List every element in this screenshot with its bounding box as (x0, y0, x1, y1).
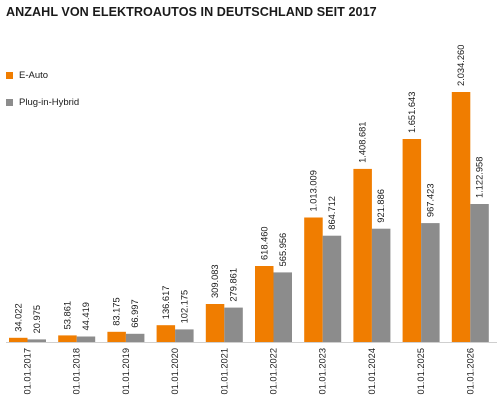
bar-plug-in-hybrid-8 (421, 223, 440, 342)
legend-swatch-plug-in-hybrid (6, 98, 13, 106)
bar-e-auto-9 (451, 92, 471, 342)
x-tick-label-3: 01.01.2020 (170, 348, 180, 395)
bar-e-auto-6 (304, 217, 323, 342)
data-label-plug-in-hybrid-5: 565.956 (278, 233, 288, 267)
legend-label-e-auto: E-Auto (19, 69, 49, 81)
bar-e-auto-8 (402, 139, 422, 342)
x-tick-label-1: 01.01.2018 (72, 348, 82, 395)
bar-plug-in-hybrid-0 (27, 339, 46, 342)
bar-e-auto-7 (353, 168, 372, 342)
x-tick-label-4: 01.01.2021 (219, 348, 229, 395)
x-tick-label-9: 01.01.2026 (465, 348, 475, 395)
chart-title: ANZAHL VON ELEKTROAUTOS IN DEUTSCHLAND S… (6, 5, 377, 19)
data-label-plug-in-hybrid-8: 967.423 (425, 183, 435, 217)
data-label-e-auto-5: 618.460 (259, 226, 269, 260)
legend: E-Auto Plug-in-Hybrid (6, 68, 79, 122)
bar-e-auto-4 (205, 304, 225, 342)
bar-plug-in-hybrid-2 (125, 333, 145, 342)
x-tick-label-0: 01.01.2017 (23, 348, 33, 395)
data-label-plug-in-hybrid-7: 921.886 (376, 189, 386, 223)
bar-e-auto-3 (156, 325, 176, 342)
data-label-plug-in-hybrid-6: 864.712 (327, 196, 337, 230)
legend-label-plug-in-hybrid: Plug-in-Hybrid (19, 96, 80, 108)
data-label-plug-in-hybrid-2: 66.997 (130, 299, 140, 327)
bar-plug-in-hybrid-3 (175, 329, 194, 342)
x-tick-label-5: 01.01.2022 (269, 348, 279, 395)
legend-swatch-e-auto (6, 71, 13, 79)
data-label-e-auto-7: 1.408.681 (358, 122, 368, 163)
data-label-e-auto-1: 53.861 (63, 301, 73, 329)
bar-plug-in-hybrid-6 (322, 235, 342, 342)
data-label-e-auto-9: 2.034.260 (456, 45, 466, 86)
x-tick-label-2: 01.01.2019 (121, 348, 131, 395)
x-tick-label-8: 01.01.2025 (416, 348, 426, 395)
legend-item-e-auto: E-Auto (6, 68, 79, 82)
data-label-e-auto-0: 34.022 (13, 303, 23, 331)
bar-plug-in-hybrid-4 (224, 307, 243, 342)
data-label-plug-in-hybrid-9: 1.122.958 (475, 157, 485, 198)
bar-e-auto-2 (107, 331, 126, 342)
bar-plug-in-hybrid-7 (371, 228, 391, 342)
data-label-e-auto-8: 1.651.643 (407, 92, 417, 133)
data-label-plug-in-hybrid-4: 279.861 (229, 268, 239, 302)
data-label-e-auto-3: 136.617 (161, 286, 171, 320)
bar-plug-in-hybrid-9 (470, 204, 489, 342)
bar-plug-in-hybrid-1 (76, 336, 96, 342)
bar-e-auto-0 (9, 337, 28, 342)
bar-plug-in-hybrid-5 (273, 272, 292, 342)
data-label-plug-in-hybrid-3: 102.175 (179, 290, 189, 324)
data-label-plug-in-hybrid-1: 44.419 (81, 302, 91, 330)
bar-e-auto-5 (255, 266, 274, 342)
bar-e-auto-1 (58, 335, 77, 342)
data-label-plug-in-hybrid-0: 20.975 (32, 305, 42, 333)
legend-item-plug-in-hybrid: Plug-in-Hybrid (6, 95, 79, 109)
data-label-e-auto-4: 309.083 (210, 264, 220, 298)
x-tick-label-6: 01.01.2023 (318, 348, 328, 395)
x-tick-label-7: 01.01.2024 (367, 348, 377, 395)
data-label-e-auto-6: 1.013.009 (309, 170, 319, 211)
data-label-e-auto-2: 83.175 (112, 297, 122, 325)
